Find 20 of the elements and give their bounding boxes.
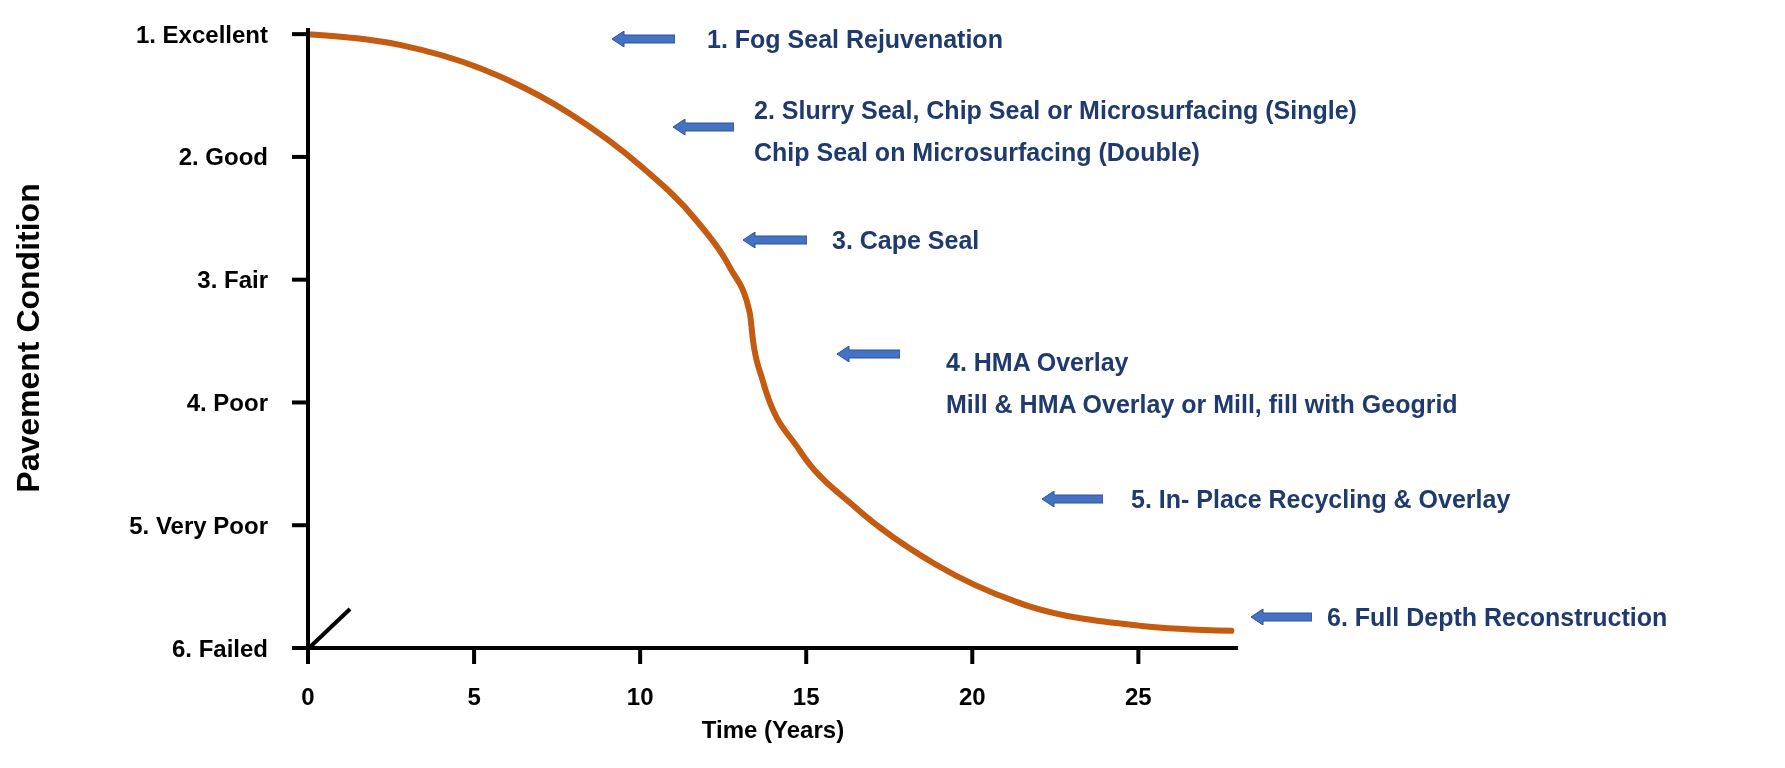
x-axis-title: Time (Years) <box>701 716 845 743</box>
y-tick-label: 2. Good <box>178 143 268 171</box>
annotation: 4. HMA Overlay Mill & HMA Overlay or Mill, fill with Geogrid <box>946 347 1458 420</box>
y-axis-title: Pavement Condition <box>10 183 47 493</box>
y-tick-label: 3. Fair <box>197 266 268 294</box>
text: 6. Full Depth Reconstruction <box>1327 602 1668 633</box>
y-tick-label: 6. Failed <box>171 634 268 662</box>
x-tick-label: 15 <box>792 683 820 711</box>
annotation: 1. Fog Seal Rejuvenation <box>707 24 1003 55</box>
annotation: 5. In- Place Recycling & Overlay <box>1131 484 1511 515</box>
x-tick-label: 10 <box>626 683 654 711</box>
annotation: 2. Slurry Seal, Chip Seal or Microsurfacing (Single) Chip Seal on Microsurfacing (Double) <box>754 95 1357 168</box>
x-tick-label: 5 <box>467 683 481 711</box>
x-tick-label: 20 <box>958 683 986 711</box>
x-tick-label: 0 <box>301 683 315 711</box>
y-tick-label: 5. Very Poor <box>129 511 268 539</box>
x-tick-label: 25 <box>1125 683 1152 711</box>
annotation: 3. Cape Seal <box>832 225 980 256</box>
y-tick-label: 4. Poor <box>186 388 268 416</box>
y-tick-label: 1. Excellent <box>135 20 268 48</box>
